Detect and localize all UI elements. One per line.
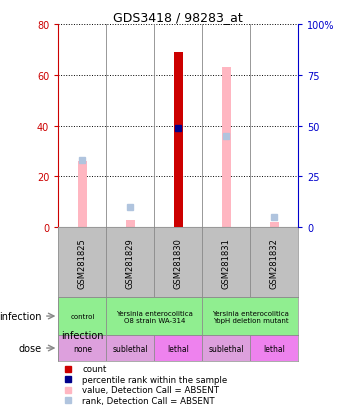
Text: rank, Detection Call = ABSENT: rank, Detection Call = ABSENT (82, 396, 215, 405)
Bar (250, 335, 298, 361)
Bar (174, 53, 183, 228)
Text: Yersinia enterocolitica
YopH deletion mutant: Yersinia enterocolitica YopH deletion mu… (212, 310, 289, 323)
Bar (106, 297, 202, 335)
Text: control: control (70, 313, 95, 319)
Text: count: count (82, 365, 107, 373)
Text: value, Detection Call = ABSENT: value, Detection Call = ABSENT (82, 385, 219, 394)
Text: Yersinia enterocolitica
O8 strain WA-314: Yersinia enterocolitica O8 strain WA-314 (116, 310, 193, 323)
Text: GSM281832: GSM281832 (270, 237, 279, 288)
Bar (270, 223, 279, 228)
Text: percentile rank within the sample: percentile rank within the sample (82, 375, 227, 384)
Text: lethal: lethal (263, 344, 285, 353)
Text: sublethal: sublethal (209, 344, 244, 353)
Bar (58, 335, 106, 361)
Bar (78, 162, 87, 228)
Text: sublethal: sublethal (113, 344, 148, 353)
Bar (126, 220, 135, 228)
Bar (222, 68, 231, 228)
Bar (58, 297, 106, 335)
Text: GSM281830: GSM281830 (174, 237, 183, 288)
Text: none: none (73, 344, 92, 353)
Text: dose: dose (19, 343, 42, 353)
Text: GSM281831: GSM281831 (222, 237, 231, 288)
Title: GDS3418 / 98283_at: GDS3418 / 98283_at (114, 11, 243, 24)
Text: infection: infection (0, 311, 42, 321)
Bar (106, 335, 154, 361)
Bar (154, 335, 202, 361)
Text: GSM281825: GSM281825 (78, 237, 87, 288)
Text: infection: infection (61, 330, 103, 340)
Text: lethal: lethal (167, 344, 189, 353)
Bar (202, 297, 298, 335)
Bar (202, 335, 250, 361)
Text: GSM281829: GSM281829 (126, 237, 135, 288)
